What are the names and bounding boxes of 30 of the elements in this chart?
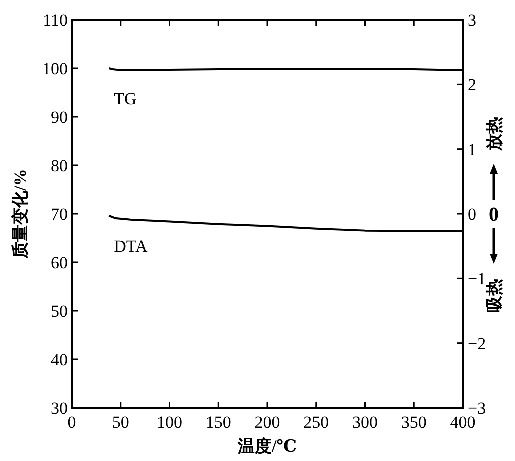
y2-tick-label: 3 <box>468 11 476 30</box>
y-axis-title: 质量变化/% <box>11 169 30 260</box>
series-label: TG <box>114 90 137 108</box>
y2-tick-label: 1 <box>468 140 476 160</box>
y2-tick-label: 0 <box>468 205 476 224</box>
y2-tick-label: −2 <box>468 334 486 354</box>
y-tick-label: 100 <box>42 60 68 78</box>
y-tick-label: 30 <box>51 399 68 418</box>
y-tick-label: 110 <box>43 11 68 30</box>
x-tick-label: 300 <box>352 413 378 432</box>
y2-tick-label: −1 <box>468 270 486 289</box>
text: 放热 <box>485 117 504 152</box>
x-tick-label: 200 <box>254 413 280 432</box>
x-tick-label: 50 <box>112 413 130 432</box>
x-axis-title: 温度/℃ <box>236 437 298 456</box>
text: 吸热 <box>485 279 504 313</box>
x-tick-label: 0 <box>68 413 76 432</box>
x-tick-label: 100 <box>157 413 182 432</box>
y-tick-label: 90 <box>51 108 68 127</box>
y-tick-label: 70 <box>51 205 68 224</box>
x-tick-label: 150 <box>206 413 232 432</box>
x-tick-label: 250 <box>304 413 330 432</box>
series-label: DTA <box>114 236 148 256</box>
text: 0 <box>489 204 499 226</box>
y-tick-label: 60 <box>51 254 68 272</box>
y-tick-label: 80 <box>51 156 68 176</box>
y-tick-label: 50 <box>51 302 68 321</box>
y-tick-label: 40 <box>51 350 68 370</box>
x-tick-label: 350 <box>401 413 427 432</box>
y2-tick-label: 2 <box>468 76 476 95</box>
